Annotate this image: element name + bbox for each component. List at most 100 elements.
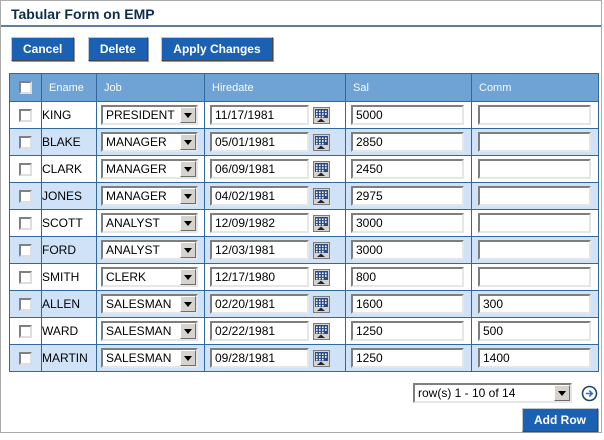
row-checkbox[interactable] (19, 163, 32, 177)
next-page-button[interactable] (581, 385, 598, 402)
apply-changes-button[interactable]: Apply Changes (161, 37, 273, 61)
ename-cell: KING (41, 101, 97, 129)
job-select[interactable]: ANALYST (101, 240, 198, 260)
ename-cell: MARTIN (41, 344, 97, 372)
sal-input[interactable] (351, 105, 464, 125)
row-checkbox[interactable] (19, 244, 32, 258)
table-row: MARTIN SALESMAN (9, 344, 599, 372)
sal-input[interactable] (351, 294, 464, 314)
add-row-button[interactable]: Add Row (522, 408, 598, 432)
job-select-value: SALESMAN (106, 297, 172, 311)
chevron-down-icon[interactable] (180, 296, 196, 312)
table-row: CLARK MANAGER (9, 155, 599, 183)
row-checkbox[interactable] (19, 298, 32, 312)
chevron-down-icon[interactable] (180, 242, 196, 258)
comm-input[interactable] (478, 321, 591, 341)
comm-input[interactable] (478, 294, 591, 314)
date-picker-button[interactable] (313, 160, 330, 178)
row-checkbox[interactable] (19, 325, 32, 339)
job-select[interactable]: MANAGER (101, 159, 198, 179)
hiredate-input[interactable] (210, 105, 309, 125)
sal-input[interactable] (351, 213, 464, 233)
date-picker-button[interactable] (313, 214, 330, 232)
date-picker-button[interactable] (313, 268, 330, 286)
chevron-down-icon[interactable] (180, 188, 196, 204)
row-checkbox[interactable] (19, 352, 32, 366)
table-row: FORD ANALYST (9, 236, 599, 264)
chevron-down-icon[interactable] (180, 323, 196, 339)
comm-input[interactable] (478, 132, 591, 152)
comm-input[interactable] (478, 186, 591, 206)
date-picker-button[interactable] (313, 187, 330, 205)
job-select[interactable]: SALESMAN (101, 321, 198, 341)
select-all-checkbox[interactable] (19, 81, 32, 94)
sal-input[interactable] (351, 186, 464, 206)
table-row: SMITH CLERK (9, 263, 599, 291)
sal-input[interactable] (351, 132, 464, 152)
job-select[interactable]: MANAGER (101, 186, 198, 206)
row-checkbox[interactable] (19, 190, 32, 204)
job-select-value: MANAGER (106, 162, 167, 176)
comm-input[interactable] (478, 105, 591, 125)
hiredate-input[interactable] (210, 267, 309, 287)
emp-table: Ename Job Hiredate Sal Comm KING PRESIDE… (9, 73, 599, 372)
sal-input[interactable] (351, 159, 464, 179)
comm-input[interactable] (478, 240, 591, 260)
comm-input[interactable] (478, 267, 591, 287)
pagination: row(s) 1 - 10 of 14 (9, 383, 598, 403)
circle-arrow-right-icon (581, 385, 598, 401)
calendar-icon (313, 187, 330, 205)
chevron-down-icon[interactable] (180, 269, 196, 285)
hiredate-input[interactable] (210, 159, 309, 179)
comm-input[interactable] (478, 348, 591, 368)
chevron-down-icon[interactable] (180, 215, 196, 231)
calendar-icon (313, 349, 330, 367)
chevron-down-icon[interactable] (180, 161, 196, 177)
hiredate-input[interactable] (210, 186, 309, 206)
row-checkbox[interactable] (19, 271, 32, 285)
date-picker-button[interactable] (313, 241, 330, 259)
sal-input[interactable] (351, 321, 464, 341)
job-select[interactable]: MANAGER (101, 132, 198, 152)
hiredate-input[interactable] (210, 132, 309, 152)
calendar-icon (313, 241, 330, 259)
job-select[interactable]: PRESIDENT (101, 105, 198, 125)
date-picker-button[interactable] (313, 295, 330, 313)
job-select[interactable]: CLERK (101, 267, 198, 287)
date-picker-button[interactable] (313, 133, 330, 151)
chevron-down-icon[interactable] (180, 134, 196, 150)
hiredate-input[interactable] (210, 348, 309, 368)
date-picker-button[interactable] (313, 322, 330, 340)
row-checkbox[interactable] (19, 136, 32, 150)
date-picker-button[interactable] (313, 349, 330, 367)
job-select[interactable]: ANALYST (101, 213, 198, 233)
delete-button[interactable]: Delete (87, 37, 148, 61)
comm-input[interactable] (478, 159, 591, 179)
sal-input[interactable] (351, 240, 464, 260)
comm-input[interactable] (478, 213, 591, 233)
column-header-ename: Ename (41, 73, 97, 102)
job-select-value: ANALYST (106, 216, 160, 230)
row-checkbox[interactable] (19, 109, 32, 123)
hiredate-input[interactable] (210, 213, 309, 233)
chevron-down-icon[interactable] (180, 350, 196, 366)
table-row: KING PRESIDENT (9, 101, 599, 129)
hiredate-input[interactable] (210, 321, 309, 341)
job-select[interactable]: SALESMAN (101, 294, 198, 314)
ename-cell: FORD (41, 236, 97, 264)
chevron-down-icon[interactable] (180, 107, 196, 123)
pagination-range-select[interactable]: row(s) 1 - 10 of 14 (413, 383, 572, 403)
date-picker-button[interactable] (313, 106, 330, 124)
calendar-icon (313, 268, 330, 286)
chevron-down-icon[interactable] (554, 385, 570, 401)
hiredate-input[interactable] (210, 240, 309, 260)
calendar-icon (313, 214, 330, 232)
hiredate-input[interactable] (210, 294, 309, 314)
sal-input[interactable] (351, 267, 464, 287)
pagination-range-value: row(s) 1 - 10 of 14 (418, 386, 516, 400)
sal-input[interactable] (351, 348, 464, 368)
column-header-job: Job (96, 73, 205, 102)
job-select[interactable]: SALESMAN (101, 348, 198, 368)
cancel-button[interactable]: Cancel (11, 37, 75, 61)
row-checkbox[interactable] (19, 217, 32, 231)
